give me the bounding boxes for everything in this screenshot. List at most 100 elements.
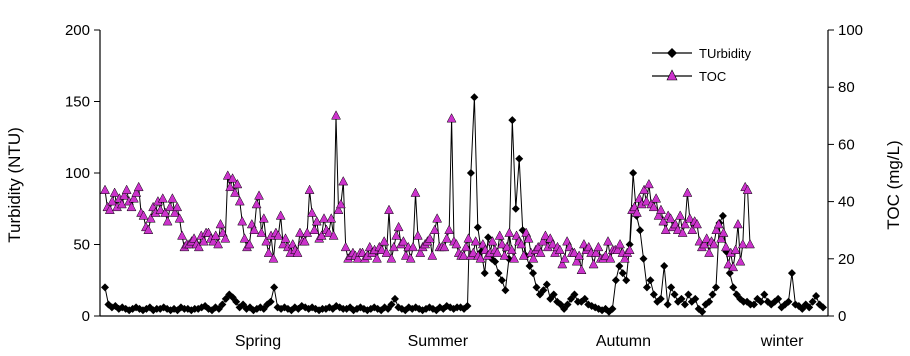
y-right-tick-label: 100	[838, 22, 863, 39]
data-point	[104, 204, 115, 214]
data-point	[143, 224, 154, 234]
data-point	[239, 233, 250, 243]
data-point	[215, 218, 226, 229]
data-point	[463, 233, 474, 243]
data-point	[624, 244, 635, 254]
data-point	[169, 207, 180, 217]
y-left-tick-label: 50	[73, 237, 90, 254]
data-point	[131, 187, 142, 197]
data-point	[501, 286, 510, 295]
data-point	[494, 230, 505, 240]
data-point	[466, 169, 475, 177]
data-point	[636, 226, 645, 235]
data-point	[427, 250, 438, 260]
data-point	[735, 256, 746, 266]
data-point	[338, 176, 349, 186]
data-point	[220, 233, 231, 243]
data-point	[711, 283, 720, 292]
data-point	[644, 178, 654, 189]
data-point	[230, 187, 240, 197]
data-point	[559, 253, 570, 263]
data-point	[580, 294, 589, 303]
data-point	[651, 193, 662, 203]
data-point	[704, 247, 715, 257]
data-point	[270, 283, 279, 292]
data-point	[540, 230, 551, 240]
data-point	[509, 253, 520, 263]
data-point	[393, 221, 404, 232]
y-left-tick-label: 150	[65, 94, 90, 111]
data-point	[384, 204, 394, 214]
data-point	[680, 218, 690, 229]
data-point	[177, 230, 187, 240]
data-point	[723, 258, 734, 269]
data-point	[615, 261, 624, 270]
data-point	[311, 216, 322, 226]
data-point	[557, 258, 568, 269]
data-point	[648, 201, 659, 212]
series-layer	[100, 93, 827, 316]
data-point	[699, 238, 710, 249]
data-point	[670, 290, 679, 299]
data-point	[198, 236, 209, 246]
data-point	[390, 294, 399, 303]
data-point	[222, 170, 233, 180]
data-point	[494, 269, 503, 278]
data-point	[398, 236, 409, 246]
data-point	[742, 184, 753, 194]
data-point	[511, 204, 520, 213]
data-point	[569, 247, 580, 257]
legend-item-turbidity: TUrbidity	[652, 46, 752, 61]
data-point	[470, 93, 479, 102]
data-point	[774, 294, 783, 303]
y-right-tick-label: 40	[838, 194, 855, 211]
data-point	[691, 294, 700, 303]
data-point	[680, 300, 689, 309]
data-point	[672, 224, 683, 234]
data-point	[675, 210, 686, 220]
data-point	[684, 290, 693, 299]
data-point	[733, 218, 743, 229]
data-point	[554, 244, 565, 254]
data-point	[470, 236, 481, 246]
data-point	[698, 307, 707, 316]
data-point	[516, 238, 527, 249]
data-point	[444, 224, 455, 234]
data-point	[593, 241, 604, 252]
data-point	[756, 297, 765, 306]
data-point	[335, 198, 346, 209]
data-point	[387, 300, 396, 309]
data-point	[323, 227, 334, 237]
data-point	[263, 247, 274, 257]
data-point	[603, 236, 613, 246]
data-point	[502, 241, 512, 252]
legend-turbidity-marker	[667, 48, 677, 58]
data-point	[372, 253, 382, 263]
data-point	[653, 210, 664, 220]
data-point	[109, 187, 120, 197]
data-point	[631, 207, 642, 217]
data-point	[295, 227, 305, 237]
data-point	[819, 303, 827, 312]
legend-turbidity-label: TUrbidity	[699, 46, 752, 61]
data-point	[497, 276, 506, 285]
data-point	[677, 227, 688, 237]
data-point	[491, 257, 500, 266]
data-point	[309, 224, 320, 234]
data-point	[227, 173, 238, 183]
data-point	[665, 213, 676, 223]
legend-toc-label: TOC	[699, 69, 726, 84]
data-point	[660, 261, 669, 270]
data-point	[639, 184, 650, 194]
data-point	[268, 253, 279, 263]
data-point	[138, 210, 149, 220]
data-point	[497, 238, 508, 249]
data-point	[619, 253, 630, 263]
data-point	[492, 247, 503, 257]
data-point	[760, 290, 769, 299]
data-point	[275, 210, 286, 220]
data-point	[249, 224, 260, 234]
data-point	[251, 198, 262, 209]
series-line	[104, 97, 824, 313]
data-point	[656, 294, 665, 303]
